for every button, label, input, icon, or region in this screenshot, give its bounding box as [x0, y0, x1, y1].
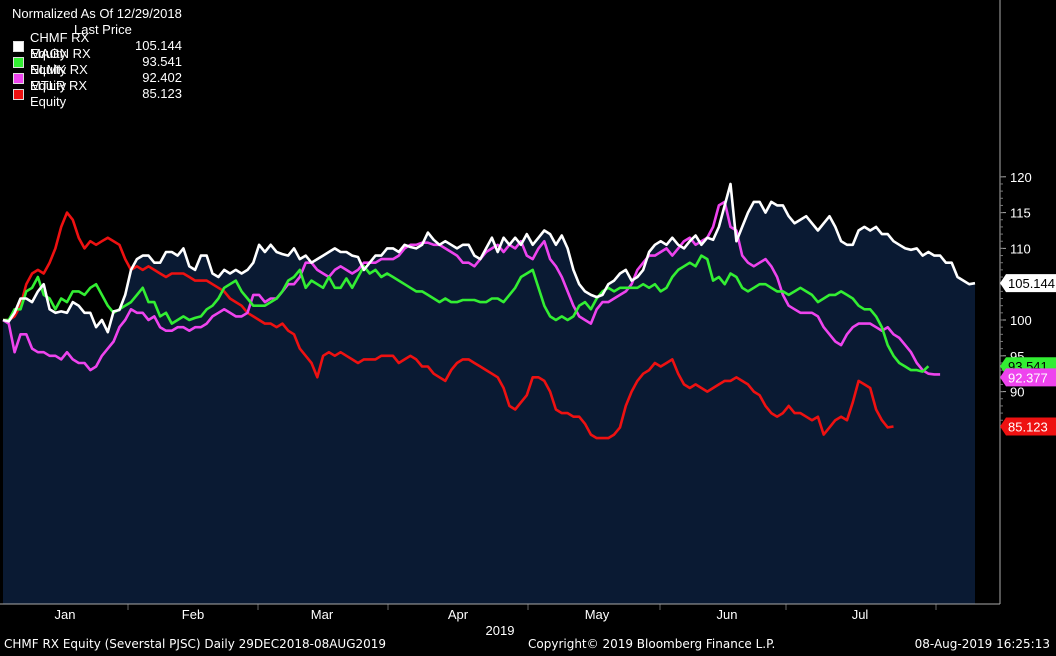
y-tick-label: 110	[1010, 241, 1031, 256]
last-value-tag	[1000, 274, 1056, 293]
footer-timestamp: 08-Aug-2019 16:25:13	[914, 637, 1050, 651]
series-line	[2, 182, 976, 334]
legend-item[interactable]: CHMF RX Equity 105.144	[4, 30, 196, 61]
x-tick-label: Mar	[311, 607, 334, 622]
legend: Normalized As Of 12/29/2018 Last Price C…	[4, 6, 196, 110]
last-value-tag	[1000, 417, 1056, 436]
footer-copyright: Copyright© 2019 Bloomberg Finance L.P.	[528, 637, 776, 651]
legend-item[interactable]: MTLR RX Equity 85.123	[4, 78, 196, 109]
legend-swatch	[13, 72, 24, 84]
last-value-label: 92.377	[1008, 370, 1048, 385]
y-tick-label: 100	[1010, 313, 1032, 328]
legend-label: MAGN RX Equity	[30, 46, 91, 77]
legend-value: 93.541	[142, 54, 182, 69]
x-tick-label: Feb	[182, 607, 204, 622]
x-tick-label: Jan	[55, 607, 76, 622]
legend-label: NLMK RX Equity	[30, 62, 88, 93]
last-value-label: 85.123	[1008, 420, 1048, 435]
series-line	[3, 254, 930, 373]
legend-label: MTLR RX Equity	[30, 78, 88, 109]
chart-title: Normalized As Of 12/29/2018	[12, 6, 182, 21]
area-fill	[3, 184, 975, 604]
x-tick-label: Jul	[852, 607, 869, 622]
x-tick-label: Apr	[448, 607, 469, 622]
x-year-label: 2019	[486, 623, 515, 636]
x-tick-label: May	[585, 607, 610, 622]
legend-value: 92.402	[142, 70, 182, 85]
legend-label: CHMF RX Equity	[30, 30, 90, 61]
legend-swatch	[13, 88, 24, 100]
last-value-label: 105.144	[1008, 276, 1055, 291]
legend-item[interactable]: MAGN RX Equity 93.541	[4, 46, 196, 77]
chart-subtitle: Last Price	[74, 22, 132, 37]
legend-swatch	[13, 40, 24, 52]
last-value-tag	[1000, 368, 1056, 387]
series-line	[2, 200, 941, 376]
legend-value: 85.123	[142, 86, 182, 101]
legend-item[interactable]: NLMK RX Equity 92.402	[4, 62, 196, 93]
y-tick-label: 90	[1010, 385, 1024, 400]
footer-security: CHMF RX Equity (Severstal PJSC) Daily 29…	[4, 637, 387, 651]
legend-swatch	[13, 56, 24, 68]
line-chart: 9095100105110115120JanFebMarAprMayJunJul…	[0, 0, 1056, 636]
legend-value: 105.144	[135, 38, 182, 53]
y-tick-label: 115	[1010, 206, 1031, 221]
y-tick-label: 120	[1010, 170, 1032, 185]
series-line	[3, 211, 894, 440]
x-tick-label: Jun	[717, 607, 738, 622]
